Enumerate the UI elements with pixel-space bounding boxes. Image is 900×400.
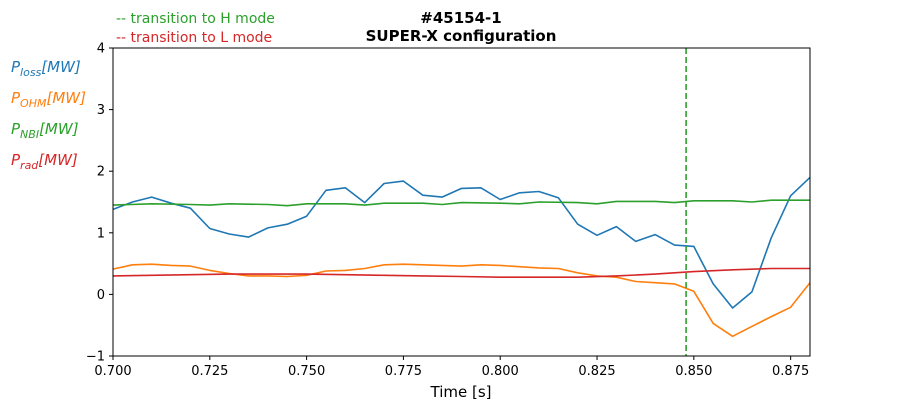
chart-title-line1: #45154-1 [420, 9, 501, 27]
y-tick-label: −1 [86, 350, 105, 365]
legend-subscript: rad [20, 159, 39, 172]
series-line-0 [113, 175, 810, 309]
annotation-l-mode: -- transition to L mode [116, 30, 272, 46]
legend-entry-nbi: PNBI[MW] [11, 120, 79, 141]
x-axis-ticks: 0.700 0.725 0.750 0.775 0.800 0.825 0.850 0.875 [94, 356, 809, 379]
x-tick-label: 0.700 [94, 364, 131, 379]
x-tick-label: 0.850 [675, 364, 712, 379]
y-tick-label: 3 [97, 103, 105, 118]
legend: Ploss[MW]POHM[MW]PNBI[MW]Prad[MW] [11, 58, 86, 172]
legend-unit: [MW] [39, 120, 79, 138]
x-tick-label: 0.750 [288, 364, 325, 379]
legend-unit: [MW] [38, 151, 78, 169]
legend-subscript: loss [20, 66, 42, 79]
legend-unit: [MW] [41, 58, 81, 76]
series-line-2 [113, 199, 810, 207]
x-tick-label: 0.775 [385, 364, 422, 379]
legend-symbol: P [11, 120, 21, 138]
legend-symbol: P [11, 89, 21, 107]
legend-unit: [MW] [46, 89, 86, 107]
y-tick-label: 1 [97, 226, 105, 241]
plot-frame [112, 47, 811, 357]
legend-entry-loss: Ploss[MW] [11, 58, 81, 79]
legend-entry-rad: Prad[MW] [11, 151, 78, 172]
y-tick-label: 0 [97, 288, 105, 303]
y-tick-label: 4 [97, 42, 105, 57]
x-tick-label: 0.875 [772, 364, 809, 379]
annotation-h-mode: -- transition to H mode [116, 11, 275, 27]
chart-title-line2: SUPER-X configuration [366, 27, 557, 45]
legend-subscript: NBI [20, 128, 39, 141]
y-axis-ticks: −1 0 1 2 3 4 [86, 42, 113, 365]
legend-entry-ohm: POHM[MW] [11, 89, 86, 110]
legend-symbol: P [11, 58, 21, 76]
legend-subscript: OHM [20, 97, 47, 110]
x-tick-label: 0.800 [482, 364, 519, 379]
series-layer [113, 175, 810, 338]
legend-symbol: P [11, 151, 21, 169]
x-axis-label: Time [s] [430, 383, 492, 400]
y-tick-label: 2 [97, 165, 105, 180]
x-tick-label: 0.725 [191, 364, 228, 379]
x-tick-label: 0.825 [578, 364, 615, 379]
series-line-3 [113, 267, 810, 278]
